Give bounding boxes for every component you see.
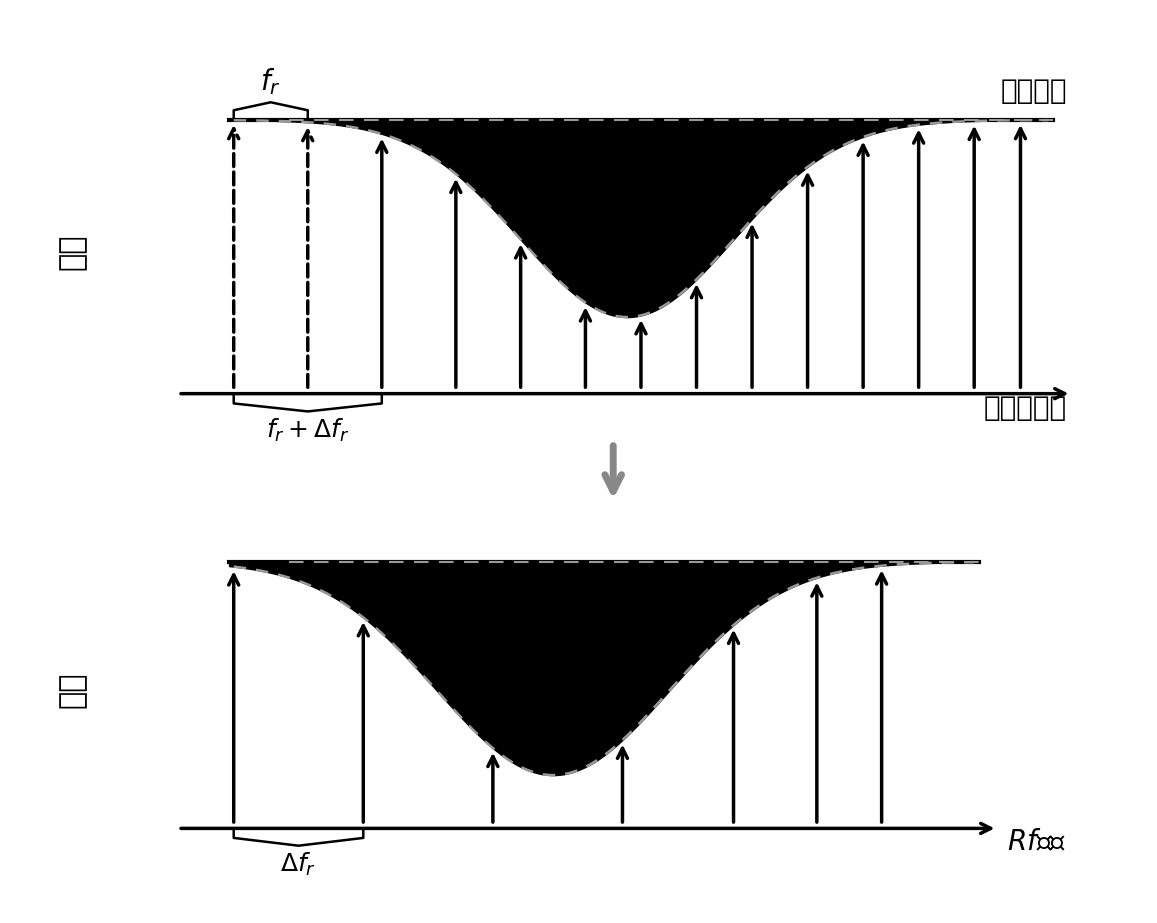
Text: 强度: 强度 bbox=[57, 672, 87, 708]
Text: 强度: 强度 bbox=[57, 234, 87, 270]
Text: $f_r$: $f_r$ bbox=[260, 66, 281, 97]
Text: 吸收特征: 吸收特征 bbox=[1001, 78, 1067, 105]
Text: $f_r+\Delta f_r$: $f_r+\Delta f_r$ bbox=[266, 417, 349, 444]
Text: $\Delta f_r$: $\Delta f_r$ bbox=[280, 851, 317, 878]
Text: 光学频率梳: 光学频率梳 bbox=[983, 394, 1067, 422]
Text: $Rf$频段: $Rf$频段 bbox=[1008, 828, 1067, 857]
